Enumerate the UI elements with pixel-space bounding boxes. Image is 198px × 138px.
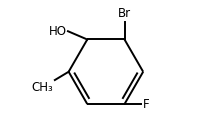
Text: Br: Br — [118, 7, 131, 20]
Text: F: F — [143, 98, 149, 111]
Text: CH₃: CH₃ — [32, 81, 53, 94]
Text: HO: HO — [49, 25, 67, 38]
